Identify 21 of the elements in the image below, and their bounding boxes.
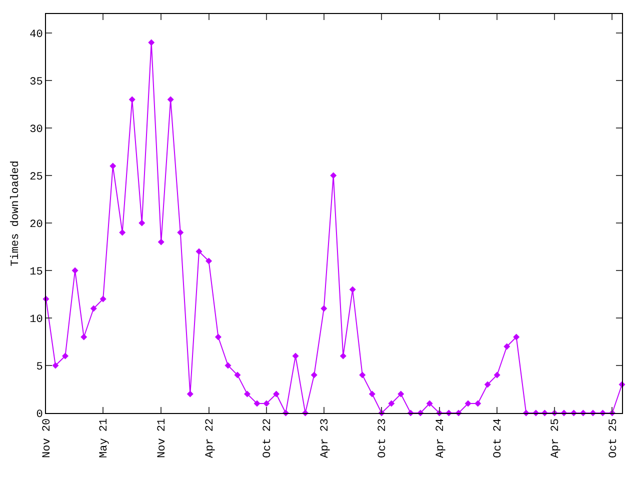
x-tick-label: Nov 21 (156, 418, 169, 458)
x-tick-label: May 21 (98, 418, 111, 458)
x-tick-label: Oct 23 (377, 418, 390, 458)
y-tick-label: 0 (36, 408, 43, 421)
y-tick-label: 30 (30, 124, 43, 136)
y-tick-label: 15 (30, 266, 43, 278)
x-tick-label: Oct 22 (262, 418, 274, 458)
x-tick-label: Nov 20 (42, 418, 54, 458)
y-tick-label: 40 (30, 28, 43, 41)
y-tick-label: 35 (30, 76, 43, 88)
x-tick-label: Oct 25 (608, 418, 620, 458)
y-tick-label: 10 (30, 314, 43, 326)
x-tick-label: Apr 24 (434, 418, 447, 458)
y-tick-label: 5 (36, 361, 43, 374)
y-axis-title: Times downloaded (10, 160, 22, 266)
y-tick-label: 20 (30, 218, 43, 231)
x-tick-label: Oct 24 (492, 418, 505, 458)
x-tick-label: Apr 23 (319, 418, 332, 458)
x-tick-label: Apr 22 (204, 418, 216, 458)
x-tick-label: Apr 25 (550, 418, 562, 458)
y-tick-label: 25 (30, 171, 43, 184)
